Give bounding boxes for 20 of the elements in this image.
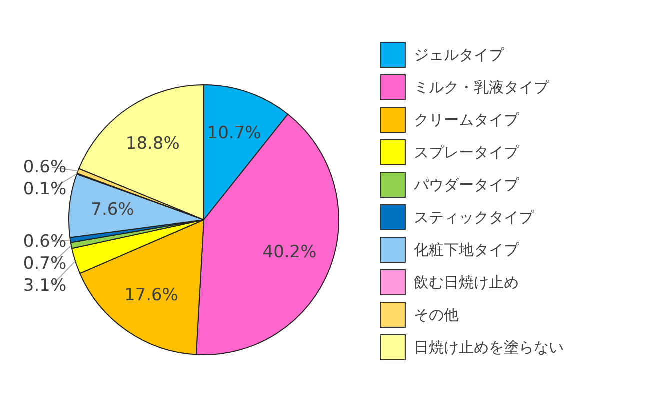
data-label: 0.7%: [23, 254, 67, 274]
legend-label: スティックタイプ: [414, 208, 535, 226]
data-label: 10.7%: [207, 123, 262, 144]
data-label: 0.6%: [23, 232, 67, 252]
legend-label: パウダータイプ: [413, 176, 520, 194]
data-label: 17.6%: [124, 285, 178, 306]
data-label: 0.1%: [23, 179, 67, 200]
legend-label: 化粧下地タイプ: [414, 241, 520, 259]
legend-label: 日焼け止めを塗らない: [414, 338, 564, 356]
legend-label: その他: [414, 306, 459, 324]
data-label: 18.8%: [126, 134, 180, 154]
legend-label: スプレータイプ: [414, 144, 520, 162]
data-label: 7.6%: [91, 200, 134, 220]
legend-label: ミルク・乳液タイプ: [414, 78, 550, 96]
legend-label: クリームタイプ: [414, 111, 520, 129]
data-label: 40.2%: [262, 242, 317, 263]
data-label: 3.1%: [23, 276, 67, 296]
legend-label: ジェルタイプ: [414, 46, 505, 64]
data-label: 0.6%: [23, 157, 67, 178]
legend-label: 飲む日焼け止め: [414, 274, 519, 292]
